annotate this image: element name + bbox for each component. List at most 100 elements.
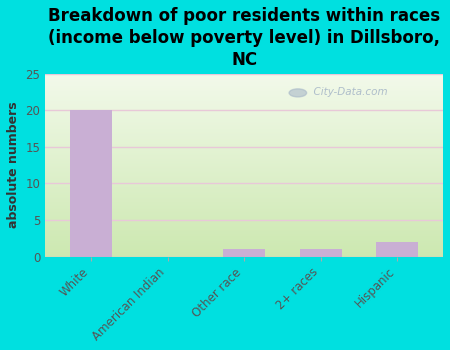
Bar [45,246,443,247]
Bar [45,111,443,112]
Bar [45,221,443,222]
Bar [45,75,443,76]
Bar [45,164,443,165]
Bar [45,132,443,133]
Bar [45,144,443,145]
Bar [45,105,443,106]
Bar [45,208,443,209]
Bar [45,109,443,110]
Bar [45,253,443,254]
Bar [45,98,443,99]
Bar [45,137,443,138]
Bar [45,238,443,239]
Bar [45,204,443,205]
Bar [45,166,443,167]
Bar [45,152,443,153]
Bar [45,92,443,93]
Bar [45,91,443,92]
Bar [45,77,443,78]
Bar [45,231,443,232]
Bar [45,158,443,159]
Bar [45,241,443,242]
Bar [45,255,443,256]
Bar [45,240,443,241]
Bar [45,138,443,139]
Bar [45,115,443,116]
Bar [45,172,443,173]
Bar [45,146,443,147]
Bar [45,243,443,244]
Bar [45,108,443,109]
Bar [45,130,443,131]
Bar [45,203,443,204]
Bar [45,81,443,82]
Bar [45,101,443,102]
Bar [45,134,443,135]
Bar [45,228,443,229]
Bar [45,119,443,120]
Bar [45,96,443,97]
Bar [45,187,443,188]
Bar [45,178,443,179]
Bar [45,196,443,197]
Bar [45,165,443,166]
Bar [45,219,443,220]
Bar [45,147,443,148]
Bar [45,226,443,228]
Bar [45,79,443,80]
Bar [45,110,443,111]
Bar [45,252,443,253]
Bar [45,142,443,143]
Bar [45,199,443,200]
Bar [45,188,443,189]
Bar [45,220,443,221]
Bar [376,242,418,257]
Bar [45,167,443,168]
Bar [45,95,443,96]
Bar [45,78,443,79]
Bar [45,169,443,170]
Bar [45,218,443,219]
Bar [45,217,443,218]
Bar [45,154,443,155]
Bar [45,145,443,146]
Bar [45,133,443,134]
Bar [45,185,443,186]
Bar [45,139,443,140]
Bar [45,104,443,105]
Bar [45,194,443,195]
Bar [45,229,443,230]
Bar [45,83,443,84]
Bar [45,82,443,83]
Bar [45,99,443,100]
Bar [45,160,443,161]
Bar [45,114,443,115]
Bar [45,113,443,114]
Bar [45,120,443,121]
Bar [45,198,443,199]
Bar [45,131,443,132]
Bar [45,141,443,142]
Y-axis label: absolute numbers: absolute numbers [7,102,20,229]
Bar [45,107,443,108]
Bar [45,191,443,192]
Bar [45,230,443,231]
Bar [45,116,443,117]
Bar [45,135,443,136]
Title: Breakdown of poor residents within races
(income below poverty level) in Dillsbo: Breakdown of poor residents within races… [48,7,440,69]
Bar [45,161,443,162]
Bar [45,128,443,130]
Bar [45,121,443,122]
Bar [45,212,443,213]
Bar [45,244,443,245]
Bar [45,80,443,81]
Bar [45,234,443,236]
Bar [45,174,443,175]
Bar [45,232,443,233]
Bar [45,97,443,98]
Bar [45,225,443,226]
Bar [45,156,443,157]
Bar [45,106,443,107]
Bar [45,224,443,225]
Bar [45,163,443,164]
